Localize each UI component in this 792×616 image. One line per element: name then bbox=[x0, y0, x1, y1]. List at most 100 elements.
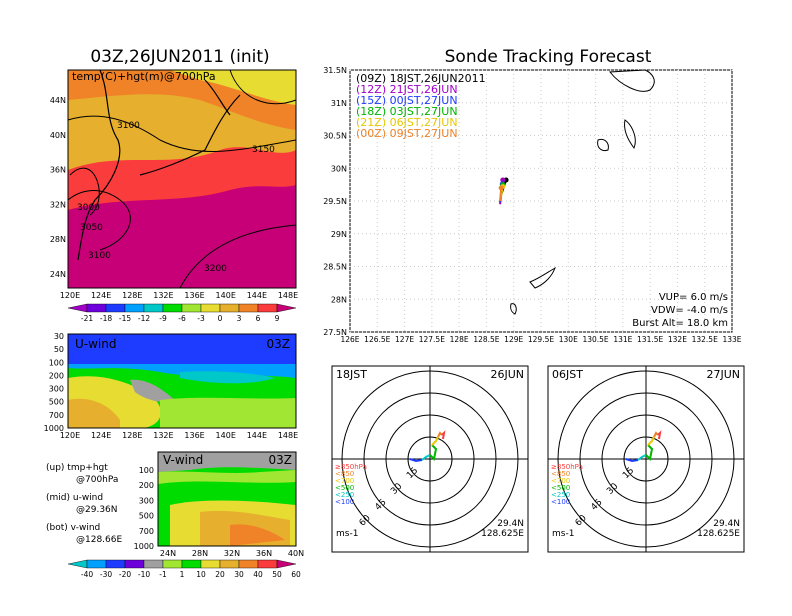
pressure-tick-label: 100 bbox=[49, 358, 64, 367]
vwind-time: 03Z bbox=[269, 453, 293, 467]
launch-time-legend: (18Z) 03JST,27JUN bbox=[356, 105, 458, 118]
note-line: (mid) u-wind bbox=[46, 493, 103, 503]
colorbar-label: -30 bbox=[100, 570, 112, 579]
pressure-legend: <700 bbox=[551, 477, 570, 485]
colorbar-label: -6 bbox=[178, 314, 186, 323]
colorbar-label: -10 bbox=[138, 570, 150, 579]
hodograph-trace bbox=[647, 436, 655, 446]
lon-tick-label: 130.5E bbox=[582, 335, 608, 344]
param-vup: VUP= 6.0 m/s bbox=[659, 292, 728, 303]
param-vdw: VDW= -4.0 m/s bbox=[651, 305, 728, 316]
hodograph-trace bbox=[637, 454, 647, 461]
colorbar-label: -18 bbox=[100, 314, 112, 323]
pressure-legend: <700 bbox=[335, 477, 354, 485]
colorbar-label: 6 bbox=[256, 314, 261, 323]
temp-map: 3100 3150 3000 3050 3100 3200 temp(C)+hg… bbox=[67, 69, 297, 289]
colorbar-label: 40 bbox=[253, 570, 263, 579]
wind-colorbar: -40 -30 -20 -10 -1 1 10 20 30 40 50 60 bbox=[67, 559, 301, 579]
colorbar-segment bbox=[219, 303, 240, 313]
colorbar-segment bbox=[143, 559, 164, 569]
pressure-legend: <100 bbox=[551, 498, 570, 506]
lon-tick-label: 129.5E bbox=[528, 335, 554, 344]
lat-tick-label: 27.5N bbox=[323, 328, 347, 337]
hodo-time: 18JST bbox=[336, 368, 367, 381]
lon-tick-label: 144E bbox=[247, 431, 267, 440]
lon-tick-label: 120E bbox=[60, 431, 80, 440]
uwind-label: U-wind bbox=[75, 337, 116, 351]
hodograph-trace bbox=[441, 430, 446, 440]
colorbar-segment bbox=[105, 559, 126, 569]
temperature-colorbar: -21 -18 -15 -12 -9 -6 -3 0 3 6 9 bbox=[67, 303, 297, 323]
hodograph-trace bbox=[653, 431, 659, 438]
lon-tick-label: 129E bbox=[504, 335, 523, 344]
lon-tick-label: 133E bbox=[722, 335, 741, 344]
colorbar-label: -1 bbox=[159, 570, 167, 579]
sonde-params: VUP= 6.0 m/s VDW= -4.0 m/s Burst Alt= 18… bbox=[632, 292, 728, 329]
pressure-tick-label: 1000 bbox=[44, 424, 64, 433]
left-title: 03Z,26JUN2011 (init) bbox=[90, 47, 269, 67]
lat-tick-label: 30.5N bbox=[323, 132, 347, 141]
lon-tick-label: 136E bbox=[184, 431, 204, 440]
lat-tick-label: 28N bbox=[50, 235, 66, 244]
lat-tick-label: 36N bbox=[256, 549, 272, 558]
panel-notes: (up) tmp+hgt @700hPa (mid) u-wind @29.36… bbox=[46, 463, 122, 545]
note-line: @700hPa bbox=[76, 475, 118, 485]
colorbar-segment bbox=[200, 303, 221, 313]
pressure-tick-label: 500 bbox=[139, 512, 154, 521]
colorbar-label: -40 bbox=[81, 570, 93, 579]
pressure-tick-label: 1000 bbox=[134, 542, 154, 551]
lon-tick-label: 132E bbox=[153, 431, 173, 440]
lat-tick-label: 29N bbox=[331, 230, 347, 239]
hodo-lat: 29.4N bbox=[713, 519, 740, 529]
colorbar-label: 60 bbox=[291, 570, 301, 579]
lon-tick-label: 136E bbox=[184, 291, 204, 300]
pressure-legend: <850 bbox=[551, 470, 570, 478]
lon-tick-label: 124E bbox=[91, 291, 111, 300]
pressure-tick-label: 200 bbox=[139, 481, 154, 490]
pressure-tick-label: 100 bbox=[139, 466, 154, 475]
lon-tick-label: 131.5E bbox=[637, 335, 663, 344]
lon-tick-label: 128E bbox=[450, 335, 469, 344]
lon-tick-label: 132E bbox=[668, 335, 687, 344]
contour-label: 3100 bbox=[88, 251, 111, 261]
pressure-tick-label: 700 bbox=[49, 411, 64, 420]
hodo-lon: 128.625E bbox=[697, 529, 740, 539]
colorbar-segment bbox=[200, 559, 221, 569]
vwind-label: V-wind bbox=[163, 453, 203, 467]
lat-tick-label: 36N bbox=[50, 166, 66, 175]
colorbar-segment bbox=[257, 559, 278, 569]
colorbar-segment bbox=[86, 303, 107, 313]
pressure-legend: <500 bbox=[335, 484, 354, 492]
hodo-unit: ms-1 bbox=[552, 529, 574, 539]
lon-tick-label: 127.5E bbox=[419, 335, 445, 344]
colorbar-label: -20 bbox=[119, 570, 131, 579]
lon-tick-label: 130E bbox=[559, 335, 578, 344]
lat-tick-label: 44N bbox=[50, 96, 66, 105]
main-title: Sonde Tracking Forecast bbox=[445, 47, 652, 67]
lat-tick-label: 29.5N bbox=[323, 197, 347, 206]
contour-label: 3100 bbox=[117, 121, 140, 131]
lon-tick-label: 132E bbox=[153, 291, 173, 300]
lon-tick-label: 128E bbox=[122, 291, 142, 300]
lon-tick-label: 126E bbox=[340, 335, 359, 344]
hodograph-trace bbox=[421, 454, 431, 461]
colorbar-label: -12 bbox=[138, 314, 150, 323]
colorbar-segment bbox=[219, 559, 240, 569]
pressure-legend: ≥850hPa bbox=[335, 463, 367, 471]
pressure-legend: ≥850hPa bbox=[551, 463, 583, 471]
uwind-panel: U-wind 03Z bbox=[67, 333, 297, 429]
lon-tick-label: 140E bbox=[216, 431, 236, 440]
pressure-legend: <250 bbox=[335, 491, 354, 499]
lon-tick-label: 120E bbox=[60, 291, 80, 300]
lat-tick-label: 31.5N bbox=[323, 66, 347, 75]
pressure-tick-label: 500 bbox=[49, 398, 64, 407]
lat-tick-label: 32N bbox=[50, 200, 66, 209]
contour-label: 3000 bbox=[77, 203, 100, 213]
pressure-tick-label: 200 bbox=[49, 371, 64, 380]
colorbar-label: -3 bbox=[197, 314, 205, 323]
pressure-legend: <850 bbox=[335, 470, 354, 478]
temp-map-label: temp(C)+hgt(m)@700hPa bbox=[72, 70, 216, 83]
colorbar-label: 10 bbox=[196, 570, 206, 579]
colorbar-segment bbox=[124, 559, 145, 569]
